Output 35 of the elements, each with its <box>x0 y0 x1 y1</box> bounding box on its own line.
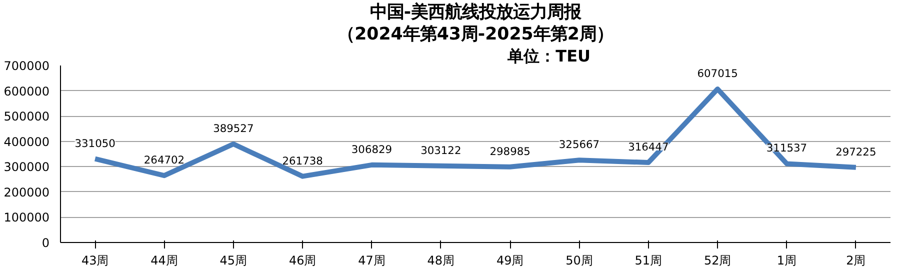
x-tick-label: 46周 <box>288 254 316 268</box>
data-label: 297225 <box>836 145 876 158</box>
x-tick-label: 50周 <box>566 254 593 268</box>
x-tick-label: 44周 <box>150 254 178 268</box>
x-tick-label: 1周 <box>776 254 797 268</box>
y-tick-label: 100000 <box>4 210 50 225</box>
chart-subtitle: （2024年第43周-2025年第2周） <box>338 24 614 44</box>
x-tick-label: 52周 <box>704 254 732 268</box>
y-tick-label: 400000 <box>4 134 50 149</box>
data-label: 331050 <box>74 136 116 150</box>
y-tick-label: 0 <box>42 236 50 250</box>
y-tick-label: 500000 <box>4 110 50 124</box>
data-label: 303122 <box>420 144 462 157</box>
data-label: 298985 <box>490 144 530 158</box>
data-label: 316447 <box>628 140 669 154</box>
data-label: 261738 <box>282 154 324 168</box>
y-tick-label: 700000 <box>4 59 50 73</box>
data-label: 264702 <box>144 154 185 167</box>
x-tick-label: 45周 <box>220 254 248 268</box>
data-label: 607015 <box>697 67 738 80</box>
x-tick-label: 2周 <box>846 254 866 268</box>
y-tick-label: 200000 <box>4 185 50 200</box>
x-tick-label: 51周 <box>634 254 662 268</box>
data-label: 311537 <box>766 142 808 155</box>
y-tick-label: 600000 <box>4 84 50 98</box>
data-label: 389527 <box>213 122 254 136</box>
x-tick-label: 47周 <box>358 254 386 268</box>
data-label: 325667 <box>558 138 600 152</box>
x-tick-label: 48周 <box>427 254 455 268</box>
x-tick-label: 49周 <box>496 254 524 268</box>
data-label: 306829 <box>351 142 392 156</box>
x-tick-label: 43周 <box>81 254 109 268</box>
y-tick-label: 300000 <box>4 160 50 174</box>
text: 单位：TEU <box>506 46 591 66</box>
chart-title: 中国-美西航线投放运力周报 <box>370 2 582 22</box>
